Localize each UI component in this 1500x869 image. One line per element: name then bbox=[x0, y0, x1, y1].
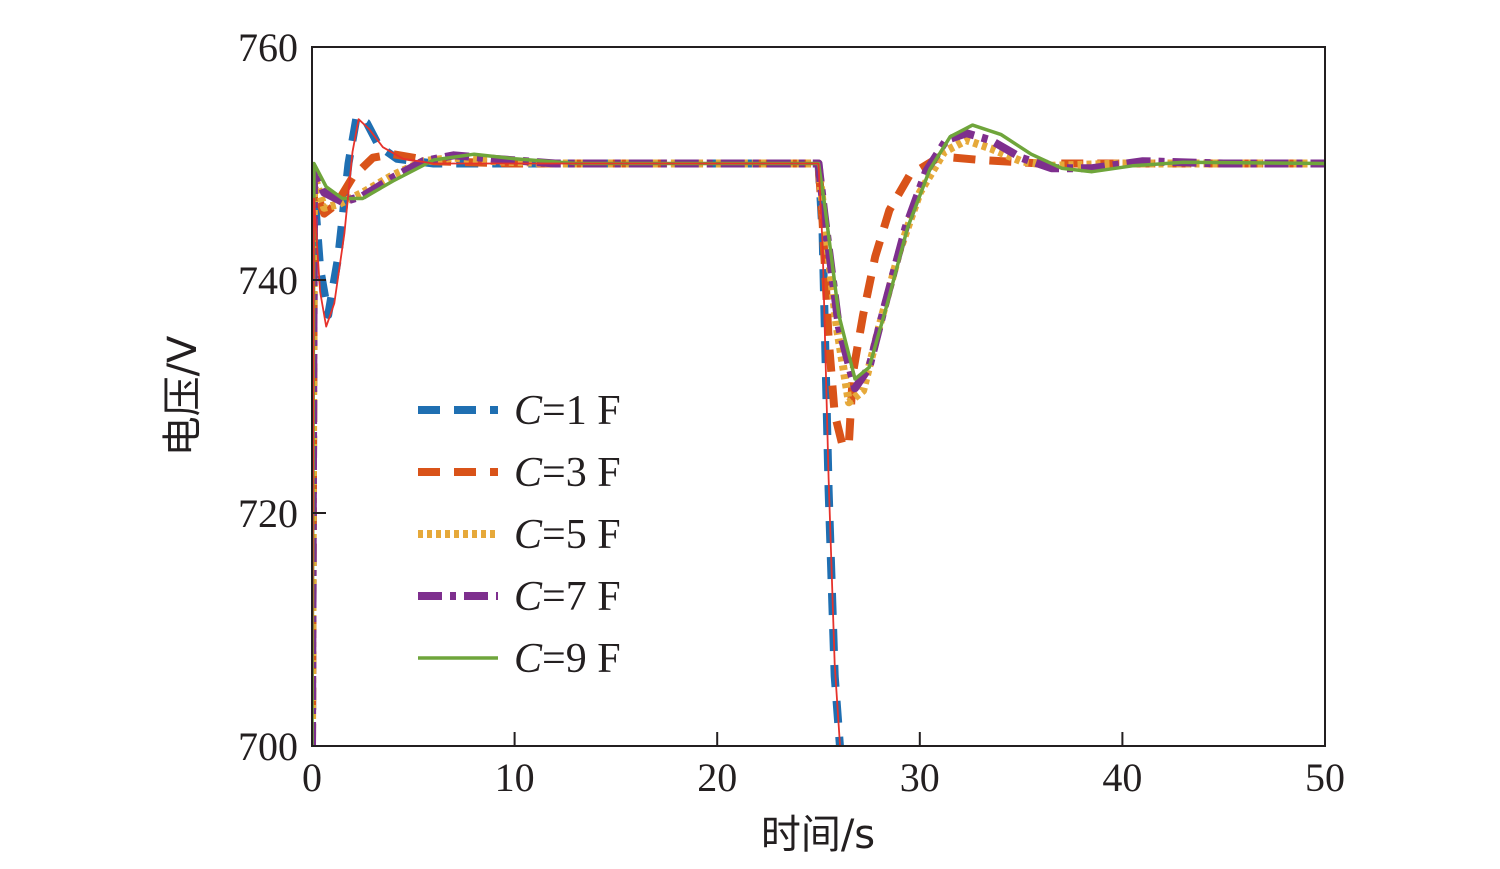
x-tick-label: 10 bbox=[495, 755, 535, 800]
x-tick-label: 40 bbox=[1102, 755, 1142, 800]
x-axis-label: 时间/s bbox=[761, 812, 875, 858]
x-tick-label: 0 bbox=[302, 755, 322, 800]
series-line-5 bbox=[312, 123, 1325, 746]
y-axis-label: 电压/V bbox=[160, 335, 206, 456]
series-line-6 bbox=[312, 118, 841, 746]
plot-frame bbox=[311, 46, 1326, 747]
series-line-4 bbox=[312, 129, 1325, 746]
series-layer bbox=[312, 112, 1325, 746]
y-tick-label: 760 bbox=[238, 25, 298, 70]
legend: C=1 F C=3 F C=5 F C=7 F C=9 F bbox=[418, 388, 621, 682]
legend-label: C=5 F bbox=[514, 512, 621, 558]
x-tick-label: 50 bbox=[1305, 755, 1345, 800]
y-tick-label: 700 bbox=[238, 724, 298, 769]
legend-label: C=9 F bbox=[514, 636, 621, 682]
legend-label: C=1 F bbox=[514, 388, 621, 434]
legend-label: C=7 F bbox=[514, 574, 621, 620]
legend-label: C=3 F bbox=[514, 450, 621, 496]
y-tick-label: 720 bbox=[238, 491, 298, 536]
ticks-layer: 0 10 20 30 40 50 700 720 740 760 bbox=[238, 25, 1345, 800]
y-tick-label: 740 bbox=[238, 258, 298, 303]
x-tick-label: 30 bbox=[900, 755, 940, 800]
series-line-3 bbox=[312, 136, 1325, 746]
x-tick-label: 20 bbox=[697, 755, 737, 800]
